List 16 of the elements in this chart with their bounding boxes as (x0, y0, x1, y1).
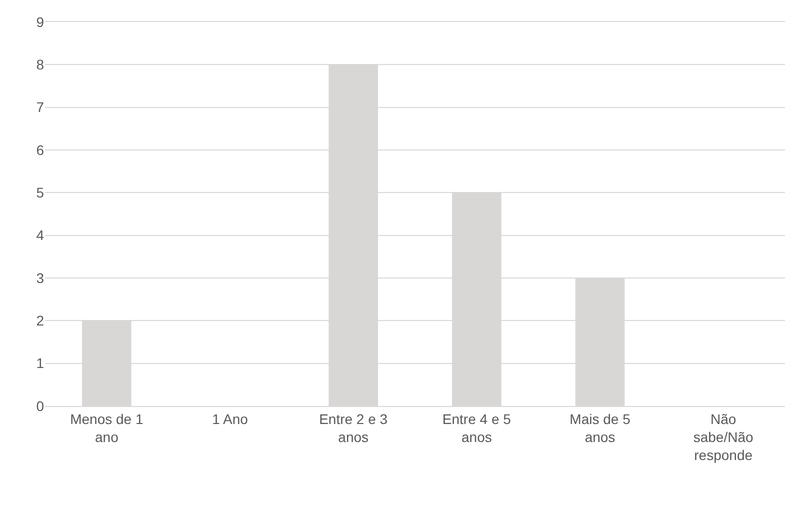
y-tick-label: 7 (36, 99, 44, 116)
y-tick-label: 5 (36, 184, 44, 201)
y-tick-label: 1 (36, 355, 44, 372)
y-tick-label: 3 (36, 270, 44, 286)
x-tick-label: Menos de 1 ano (70, 410, 144, 445)
x-tick-label: Não sabe/Não responde (693, 410, 754, 464)
y-tick-label: 4 (36, 227, 44, 244)
y-tick-label: 6 (36, 142, 44, 158)
x-tick-label: Entre 4 e 5 anos (442, 410, 512, 445)
y-tick-label: 0 (36, 398, 44, 414)
y-tick-label: 9 (36, 14, 44, 30)
x-tick-label: 1 Ano (212, 410, 248, 427)
x-tick-label: Mais de 5 anos (570, 410, 631, 445)
x-tick-label: Entre 2 e 3 anos (319, 410, 388, 445)
y-tick-label: 2 (36, 312, 44, 329)
y-tick-label: 8 (36, 56, 44, 73)
